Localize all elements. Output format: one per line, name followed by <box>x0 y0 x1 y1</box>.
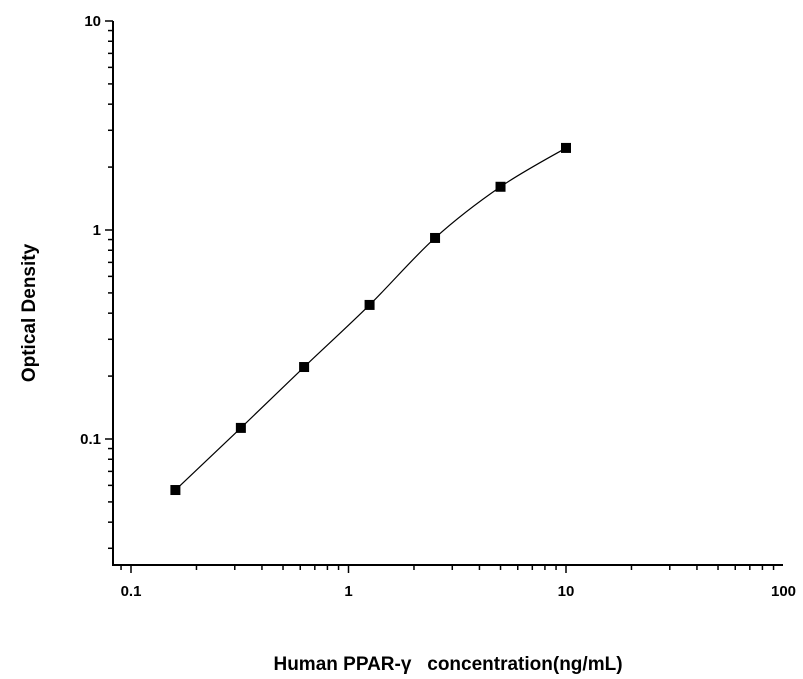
x-axis-title: Human PPAR-γ concentration(ng/mL) <box>273 654 622 675</box>
data-point-marker <box>495 181 506 192</box>
data-point-marker <box>561 142 571 153</box>
fit-curve <box>174 147 567 491</box>
data-point-marker <box>430 232 441 243</box>
y-axis-title: Optical Density <box>19 243 40 382</box>
axes: 0.1 1 10 0.1 1 10 100 <box>80 13 796 600</box>
x-tick-label: 1 <box>344 583 352 600</box>
data-point-marker <box>364 299 375 310</box>
data-points <box>170 142 571 496</box>
y-tick-label: 0.1 <box>80 431 101 448</box>
data-point-marker <box>170 485 181 496</box>
y-tick-label: 1 <box>93 222 101 239</box>
data-point-marker <box>299 362 310 373</box>
y-tick-label: 10 <box>84 13 101 30</box>
x-tick-label: 100 <box>771 583 796 600</box>
x-tick-label: 0.1 <box>121 583 142 600</box>
data-point-marker <box>235 422 246 433</box>
x-tick-label: 10 <box>558 583 575 600</box>
